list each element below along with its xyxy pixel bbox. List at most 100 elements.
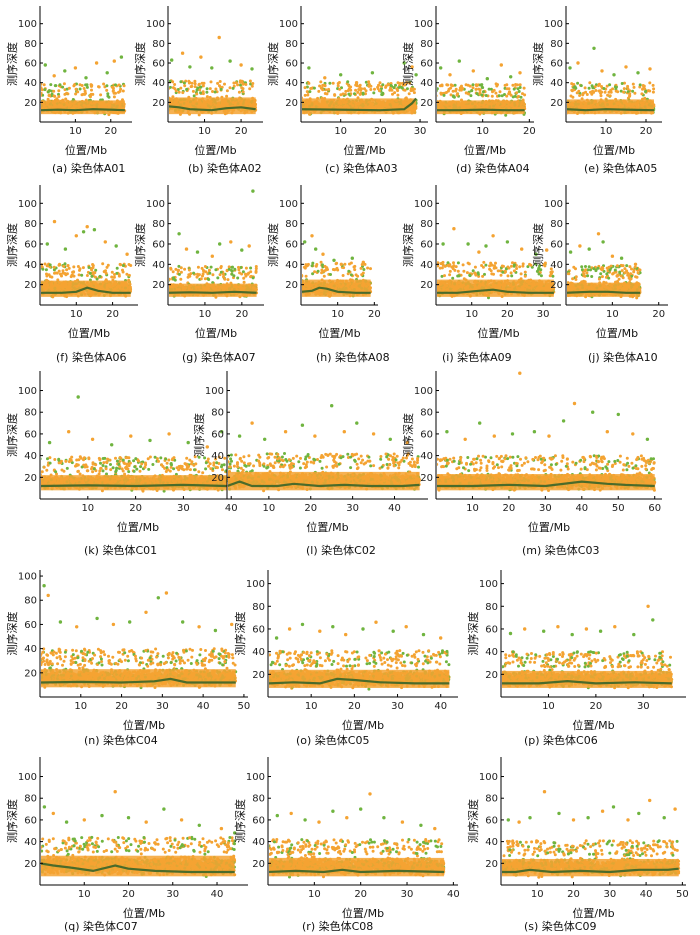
scatter-points [41, 219, 133, 299]
band-point [377, 89, 381, 93]
band-point [319, 80, 323, 84]
band-point [331, 81, 335, 85]
band-point [213, 90, 217, 94]
band-point [570, 88, 574, 92]
band-point [97, 85, 100, 89]
band-point [632, 85, 636, 89]
band-point [73, 83, 76, 87]
band-point [76, 90, 80, 94]
y-tick-label: 100 [18, 19, 37, 30]
band-point [392, 86, 396, 90]
band-point [112, 91, 116, 95]
band-point [52, 268, 56, 272]
band-point [439, 91, 443, 95]
band-point [192, 94, 196, 98]
depth-band [437, 100, 525, 115]
band-point [327, 87, 331, 91]
band-point [622, 90, 626, 94]
band-point [179, 80, 183, 84]
outlier-point [471, 69, 475, 73]
band-point [367, 80, 371, 84]
y-axis-label: 测序深度 [133, 42, 147, 86]
band-point [438, 84, 442, 88]
x-tick-label: 10 [69, 126, 82, 137]
band-point [467, 92, 471, 96]
band-point [470, 89, 474, 92]
band-point [644, 90, 647, 94]
band-point [384, 85, 388, 89]
band-point [459, 88, 463, 92]
band-point [106, 92, 110, 96]
band-point [585, 93, 589, 96]
band-point [640, 92, 644, 96]
band-point [623, 81, 626, 85]
band-point [449, 86, 453, 90]
band-point [407, 92, 411, 96]
band-point [503, 93, 506, 96]
band-point [396, 93, 400, 97]
y-axis-label: 测序深度 [5, 42, 19, 86]
band-point [318, 84, 322, 88]
band-point [339, 93, 343, 97]
band-point [205, 95, 209, 99]
outlier-point [518, 71, 522, 75]
band-point [225, 89, 229, 93]
band-point [518, 83, 522, 87]
band-point [197, 83, 201, 87]
x-axis-label: 位置/Mb [343, 143, 385, 157]
band-point [652, 87, 656, 91]
band-point [454, 89, 458, 93]
band-point [231, 86, 235, 90]
band-point [455, 93, 459, 97]
band-point [594, 89, 598, 92]
band-point [487, 87, 491, 91]
x-tick-label: 10 [198, 126, 211, 137]
depth-trend-line [437, 108, 525, 112]
band-point [347, 87, 351, 91]
band-point [205, 90, 209, 94]
scatter-points [169, 35, 258, 117]
band-point [607, 90, 611, 94]
band-point [515, 91, 519, 95]
outlier-point [199, 55, 203, 59]
band-point [389, 86, 392, 90]
band-point [516, 87, 520, 91]
band-point [83, 89, 87, 93]
band-point [112, 95, 116, 99]
y-tick-label: 80 [550, 39, 563, 50]
outlier-point [217, 35, 221, 40]
band-point [57, 89, 61, 93]
outlier-point [402, 61, 406, 65]
band-point [41, 91, 43, 95]
y-tick-label: 40 [152, 78, 165, 89]
band-point [218, 84, 221, 88]
y-tick-label: 20 [420, 98, 433, 109]
band-point [41, 86, 43, 90]
panel-caption: (c) 染色体A03 [325, 161, 398, 175]
band-point [599, 91, 603, 95]
outlier-point [592, 46, 596, 50]
y-tick-label: 100 [146, 19, 165, 30]
band-point [85, 83, 89, 87]
band-point [201, 84, 205, 88]
band-point [244, 83, 248, 86]
band-point [498, 90, 502, 94]
band-point [169, 87, 170, 90]
band-point [199, 91, 203, 95]
band-point [409, 87, 413, 91]
band-point [405, 87, 409, 91]
y-tick-label: 20 [550, 98, 563, 109]
band-point [195, 92, 199, 96]
band-point [626, 87, 630, 91]
band-point [471, 83, 475, 87]
band-point [303, 86, 307, 90]
band-point [102, 82, 106, 86]
band-point [494, 82, 498, 86]
band-point [356, 90, 360, 94]
band-point [522, 86, 526, 90]
depth-band [169, 97, 256, 115]
band-point [205, 87, 209, 91]
band-point [391, 92, 394, 96]
band-point [187, 81, 191, 85]
